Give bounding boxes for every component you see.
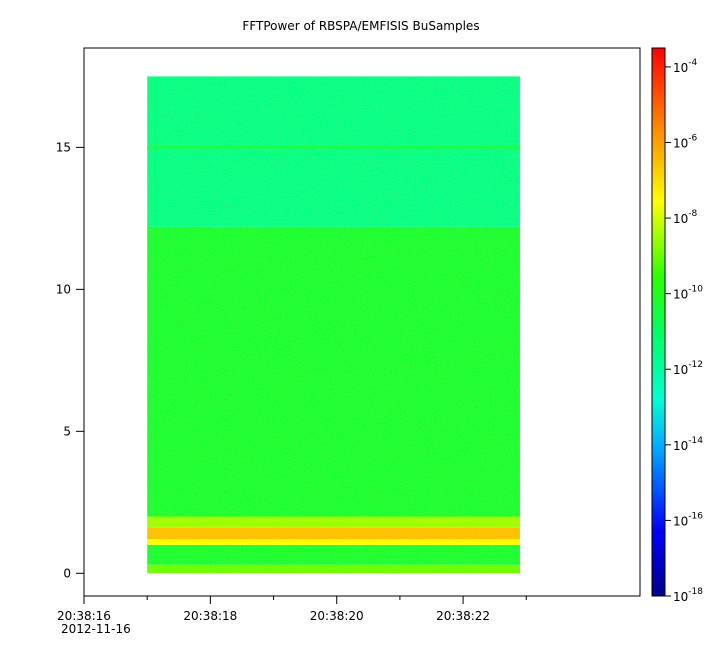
y-axis: 0 5 10 15 [56, 140, 84, 580]
x-tick-label: 20:38:22 [436, 609, 490, 623]
x-axis: 20:38:16 20:38:18 20:38:20 20:38:22 [57, 596, 527, 623]
x-tick-label: 20:38:16 [57, 609, 111, 623]
colorbar [651, 47, 666, 597]
colorbar-tick-label: 10-8 [673, 209, 698, 226]
colorbar-tick-label: 10-16 [673, 511, 703, 528]
x-tick-label: 20:38:18 [183, 609, 237, 623]
x-date-label: 2012-11-16 [61, 622, 131, 636]
chart-title: FFTPower of RBSPA/EMFISIS BuSamples [242, 19, 479, 33]
colorbar-tick-label: 10-14 [673, 436, 703, 453]
colorbar-axis: 10-4 10-6 10-8 10-10 10-12 10-14 10-16 10-18 [665, 58, 703, 604]
spectrogram-noise-texture [147, 76, 520, 574]
colorbar-tick-label: 10-18 [673, 587, 703, 604]
x-tick-label: 20:38:20 [310, 609, 364, 623]
colorbar-tick-label: 10-6 [673, 133, 698, 150]
y-tick-label: 15 [56, 140, 71, 154]
colorbar-tick-label: 10-12 [673, 360, 703, 377]
y-tick-label: 10 [56, 282, 71, 296]
spectrogram-image [147, 76, 520, 574]
y-tick-label: 5 [63, 424, 71, 438]
colorbar-tick-label: 10-10 [673, 285, 703, 302]
y-tick-label: 0 [63, 566, 71, 580]
colorbar-tick-label: 10-4 [673, 58, 698, 75]
